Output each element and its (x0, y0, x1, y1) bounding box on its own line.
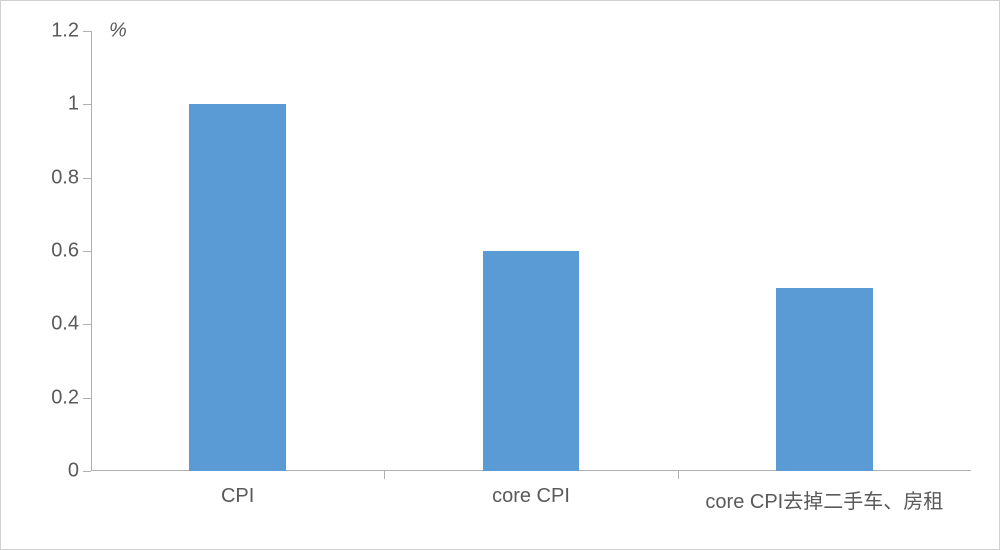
y-tick-label: 1 (68, 93, 79, 116)
bar (189, 104, 286, 471)
y-tick-label: 1.2 (51, 20, 79, 43)
chart-frame: % 0 0.2 0.4 0.6 0.8 1 1.2 CPI core CPI core CPI去掉… (0, 0, 1000, 550)
y-tick (83, 104, 91, 105)
y-tick-label: 0.6 (51, 240, 79, 263)
y-tick-label: 0.2 (51, 386, 79, 409)
plot-area: % 00.20.40.60.811.2CPIcore CPIcore CPI去掉… (91, 31, 971, 471)
y-tick (83, 398, 91, 399)
y-axis (91, 31, 92, 471)
x-tick (384, 471, 385, 479)
y-tick-label: 0.4 (51, 313, 79, 336)
y-tick (83, 471, 91, 472)
category-label: core CPI去掉二手车、房租 (705, 485, 943, 514)
y-tick (83, 251, 91, 252)
bar (483, 251, 580, 471)
y-tick (83, 31, 91, 32)
category-label: core CPI (492, 485, 570, 508)
category-label: CPI (221, 485, 254, 508)
x-tick (678, 471, 679, 479)
y-tick-label: 0 (68, 460, 79, 483)
y-tick-label: 0.8 (51, 166, 79, 189)
y-axis-unit-label: % (109, 20, 127, 43)
y-tick (83, 178, 91, 179)
bar (776, 288, 873, 471)
y-tick (83, 324, 91, 325)
